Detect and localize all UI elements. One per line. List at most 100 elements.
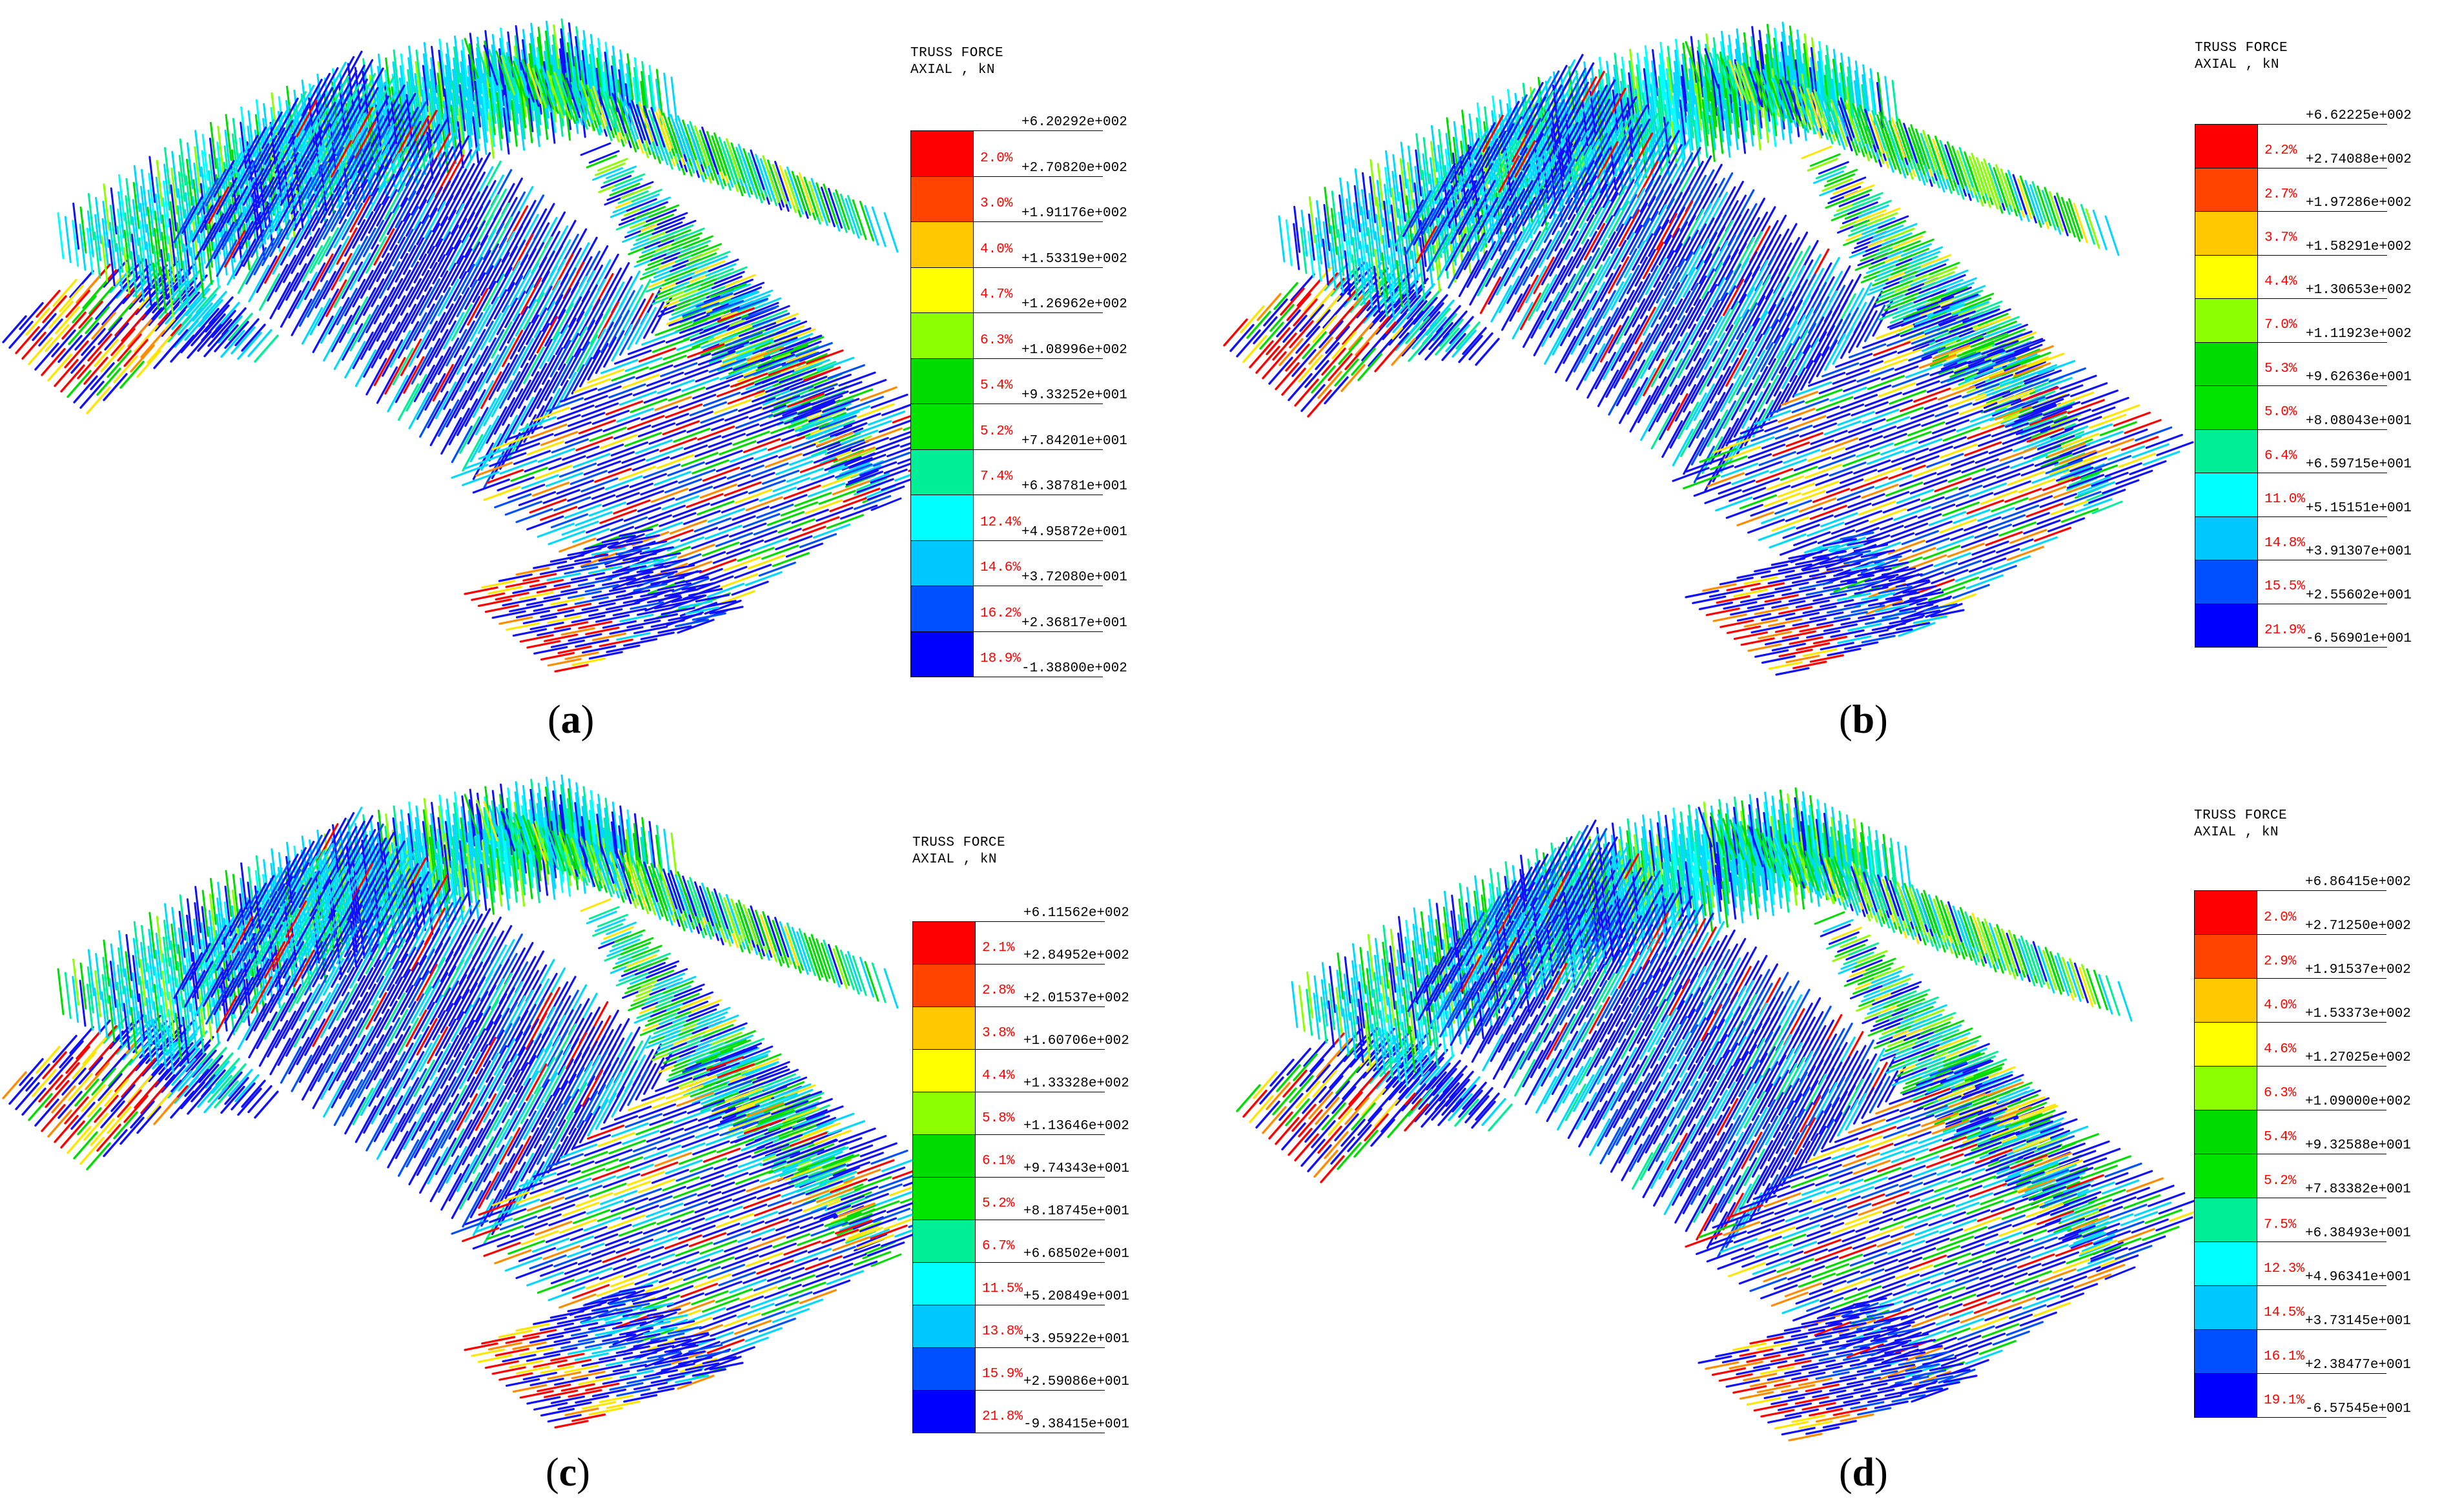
- legend-swatch: [910, 586, 974, 632]
- legend-tick-line: [976, 1134, 1105, 1135]
- legend-percent: 11.5%: [982, 1281, 1023, 1296]
- legend-tick-label: +1.26962e+002: [1021, 297, 1127, 312]
- legend-tick-label: +1.27025e+002: [2305, 1050, 2411, 1065]
- caption-paren-open: (: [1839, 698, 1852, 742]
- legend-percent: 16.2%: [980, 606, 1021, 621]
- legend-tick-label: -6.57545e+001: [2305, 1402, 2411, 1416]
- legend-tick-line: [974, 267, 1103, 268]
- panel-d: TRUSS FORCE AXIAL , kN 2.0% 2.9% 4.0% 4.6% 6…: [1221, 756, 2442, 1512]
- legend-tick-line: [2258, 124, 2387, 125]
- legend-swatch: [2195, 167, 2258, 212]
- legend-tick-line: [2258, 647, 2387, 648]
- legend-tick-label: +2.36817e+001: [1021, 615, 1127, 631]
- legend-tick-label: +1.53373e+002: [2305, 1006, 2411, 1021]
- legend-tick-label: +3.95922e+001: [1023, 1332, 1129, 1347]
- legend-tick-line: [2258, 167, 2387, 169]
- legend-percent: 21.8%: [982, 1409, 1023, 1424]
- legend-swatch: [2194, 1022, 2257, 1067]
- legend-d: TRUSS FORCE AXIAL , kN 2.0% 2.9% 4.0% 4.6% 6…: [2194, 808, 2411, 1418]
- legend-swatch: [912, 1134, 976, 1178]
- legend-tick-label: +1.30653e+002: [2306, 283, 2412, 298]
- legend-title-line2: AXIAL , kN: [2194, 825, 2279, 840]
- legend-percent: 6.1%: [982, 1153, 1015, 1169]
- legend-tick-line: [2257, 1329, 2386, 1330]
- legend-swatch: [912, 1262, 976, 1305]
- legend-swatch: [912, 1049, 976, 1092]
- legend-tick-label: +1.09000e+002: [2305, 1094, 2411, 1109]
- legend-tick-line: [976, 964, 1105, 965]
- legend-swatch: [910, 358, 974, 404]
- legend-swatch: [2195, 211, 2258, 256]
- legend-swatch: [2195, 254, 2258, 299]
- legend-c: TRUSS FORCE AXIAL , kN 2.1% 2.8% 3.8% 4.4% 5…: [912, 835, 1129, 1433]
- legend-b: TRUSS FORCE AXIAL , kN 2.2% 2.7% 3.7% 4.4% 7…: [2195, 40, 2412, 648]
- legend-percent: 4.4%: [2264, 274, 2297, 289]
- legend-percent: 2.8%: [982, 983, 1015, 998]
- legend-percent: 12.3%: [2264, 1261, 2305, 1276]
- legend-percent: 19.1%: [2264, 1393, 2305, 1408]
- legend-swatch: [2195, 385, 2258, 430]
- legend-tick-line: [2257, 1373, 2386, 1374]
- legend-tick-label: +6.20292e+002: [1021, 115, 1127, 130]
- legend-swatch: [2195, 124, 2258, 169]
- legend-swatch: [910, 267, 974, 313]
- legend-swatch: [2195, 516, 2258, 560]
- legend-swatch: [2194, 934, 2257, 979]
- legend-swatch: [912, 1390, 976, 1433]
- legend-tick-line: [976, 1390, 1105, 1391]
- legend-swatch: [912, 1177, 976, 1220]
- legend-title-line2: AXIAL , kN: [912, 852, 998, 867]
- legend-tick-label: +2.55602e+001: [2306, 587, 2412, 603]
- legend-percent: 2.0%: [980, 150, 1013, 166]
- legend-tick-label: +6.38493e+001: [2305, 1226, 2411, 1241]
- legend-tick-label: +2.38477e+001: [2305, 1358, 2411, 1373]
- legend-swatch: [2195, 473, 2258, 517]
- legend-swatch: [912, 1092, 976, 1135]
- legend-tick-line: [2257, 1241, 2386, 1242]
- caption-paren-open: (: [546, 1451, 559, 1495]
- legend-tick-label: -6.56901e+001: [2306, 631, 2412, 646]
- legend-swatch: [2195, 342, 2258, 386]
- legend-title-line1: TRUSS FORCE: [910, 46, 1004, 61]
- legend-tick-line: [2258, 429, 2387, 430]
- legend-swatch: [2195, 560, 2258, 604]
- legend-tick-label: +1.91537e+002: [2305, 963, 2411, 977]
- legend-swatch: [910, 631, 974, 677]
- legend-tick-line: [974, 631, 1103, 632]
- legend-swatch: [910, 130, 974, 177]
- legend-tick-label: +1.97286e+002: [2306, 196, 2412, 210]
- legend-percent: 5.3%: [2264, 361, 2297, 376]
- legend-tick-label: +5.15151e+001: [2306, 500, 2412, 516]
- legend-tick-label: +6.11562e+002: [1023, 906, 1129, 921]
- legend-percent: 13.8%: [982, 1323, 1023, 1339]
- caption-letter: d: [1852, 1451, 1875, 1495]
- legend-percent: 2.7%: [2264, 187, 2297, 202]
- legend-percent: 7.4%: [980, 469, 1013, 485]
- legend-percent: 3.0%: [980, 196, 1013, 212]
- legend-percent: 18.9%: [980, 651, 1021, 667]
- legend-tick-line: [974, 358, 1103, 359]
- legend-tick-label: +9.33252e+001: [1021, 388, 1127, 403]
- legend-percent: 5.2%: [2264, 1173, 2297, 1189]
- legend-swatch: [2194, 1110, 2257, 1154]
- legend-tick-label: +1.58291e+002: [2306, 239, 2412, 254]
- panel-c: TRUSS FORCE AXIAL , kN 2.1% 2.8% 3.8% 4.4% 5…: [0, 756, 1221, 1512]
- legend-tick-label: +9.74343e+001: [1023, 1161, 1129, 1176]
- legend-tick-line: [974, 176, 1103, 177]
- caption-paren-close: ): [577, 1451, 590, 1495]
- legend-tick-label: +1.33328e+002: [1023, 1076, 1129, 1091]
- legend-tick-label: +6.62225e+002: [2306, 108, 2412, 123]
- legend-tick-label: +2.74088e+002: [2306, 152, 2412, 167]
- legend-tick-line: [976, 1177, 1105, 1178]
- legend-tick-label: +2.01537e+002: [1023, 991, 1129, 1006]
- truss-model-a: [2, 18, 973, 673]
- legend-percent: 4.4%: [982, 1068, 1015, 1083]
- legend-tick-label: +3.91307e+001: [2306, 544, 2412, 559]
- legend-tick-line: [976, 1049, 1105, 1050]
- legend-percent: 4.7%: [980, 287, 1013, 303]
- legend-title-line1: TRUSS FORCE: [2194, 808, 2288, 823]
- legend-tick-line: [2257, 1022, 2386, 1023]
- legend-swatch: [912, 1220, 976, 1263]
- legend-percent: 7.0%: [2264, 318, 2297, 333]
- legend-percent: 15.9%: [982, 1366, 1023, 1382]
